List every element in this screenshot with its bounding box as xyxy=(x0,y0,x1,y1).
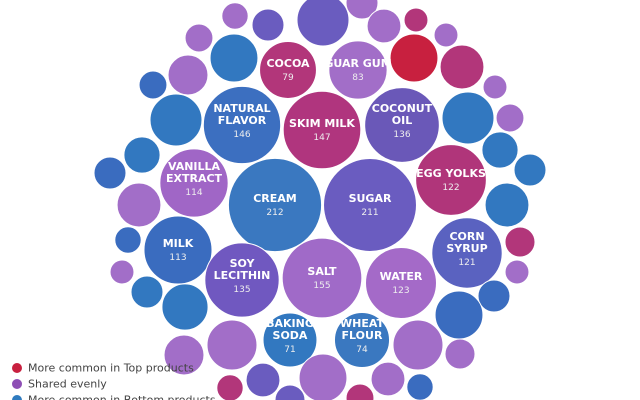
bubble xyxy=(114,226,142,254)
bubble xyxy=(204,242,280,318)
bubble xyxy=(345,383,375,400)
bubble xyxy=(167,54,209,96)
bubble xyxy=(333,311,391,369)
bubble xyxy=(227,157,323,253)
bubble xyxy=(262,312,318,368)
bubble xyxy=(163,334,205,376)
bubble xyxy=(123,136,161,174)
bubble xyxy=(206,319,258,371)
bubble xyxy=(259,41,317,99)
bubble xyxy=(345,0,379,20)
legend-label: More common in Top products xyxy=(28,361,194,375)
bubble xyxy=(441,91,495,145)
bubble xyxy=(504,259,530,285)
legend-marker xyxy=(12,395,22,400)
bubble xyxy=(484,182,530,228)
bubble xyxy=(161,283,209,331)
bubble xyxy=(415,144,487,216)
bubble xyxy=(370,361,406,397)
bubble xyxy=(444,338,476,370)
bubble xyxy=(93,156,127,190)
bubble xyxy=(281,237,363,319)
bubble xyxy=(202,85,282,165)
bubble xyxy=(364,87,440,163)
legend-label: More common in Bottom products xyxy=(28,393,216,400)
bubble xyxy=(149,93,203,147)
bubble xyxy=(216,374,244,400)
bubble xyxy=(282,90,362,170)
bubble xyxy=(130,275,164,309)
bubble xyxy=(298,353,348,400)
bubble xyxy=(159,148,229,218)
bubble xyxy=(143,215,213,285)
bubble xyxy=(138,70,168,100)
bubble xyxy=(328,40,388,100)
bubble xyxy=(365,247,437,319)
bubble xyxy=(251,8,285,42)
bubble xyxy=(184,23,214,53)
bubble xyxy=(389,33,439,83)
bubble xyxy=(245,362,281,398)
bubble xyxy=(504,226,536,258)
bubble xyxy=(366,8,402,44)
legend-marker xyxy=(12,363,22,373)
legend-label: Shared evenly xyxy=(28,377,107,391)
bubble xyxy=(434,290,484,340)
bubble xyxy=(296,0,350,47)
bubble xyxy=(403,7,429,33)
legend-marker xyxy=(12,379,22,389)
bubble xyxy=(116,182,162,228)
bubble xyxy=(431,217,503,289)
bubble xyxy=(109,259,135,285)
bubble xyxy=(209,33,259,83)
bubble xyxy=(481,131,519,169)
bubble xyxy=(323,158,417,252)
bubble xyxy=(392,319,444,371)
bubble xyxy=(439,44,485,90)
bubble xyxy=(513,153,547,187)
bubble xyxy=(477,279,511,313)
bubble xyxy=(406,373,434,400)
bubble xyxy=(482,74,508,100)
bubble xyxy=(221,2,249,30)
bubble xyxy=(495,103,525,133)
bubble xyxy=(433,22,459,48)
